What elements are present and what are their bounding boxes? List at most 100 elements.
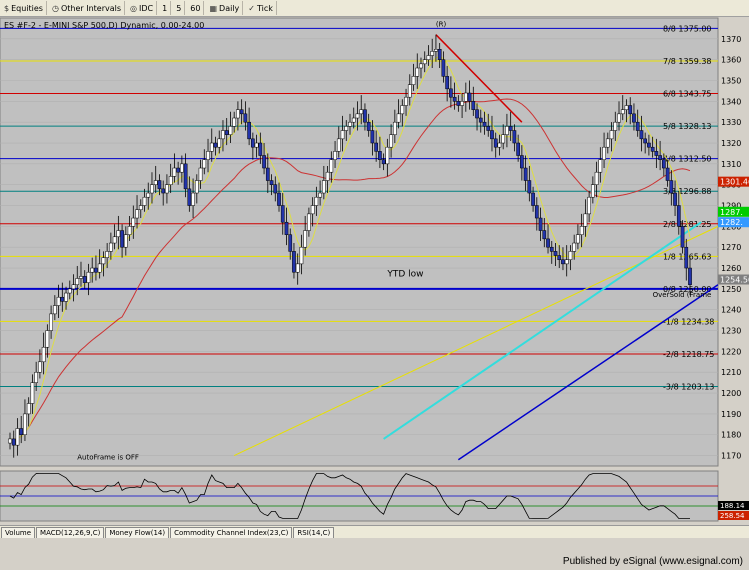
- candle-body: [520, 155, 524, 169]
- candle-body: [310, 205, 315, 215]
- price-chart: 8/8 1375.00 7/8 1359.38 6/8 1343.75 5/8 132…: [0, 17, 749, 529]
- candle-body: [385, 146, 390, 165]
- toolbar-item-0[interactable]: $ Equities: [1, 1, 47, 15]
- candle-body: [56, 296, 61, 306]
- indicator-tab-1[interactable]: MACD(12,26,9,C): [36, 526, 105, 538]
- toolbar-item-5[interactable]: 60: [187, 1, 205, 15]
- price-badge-label: 1287.: [720, 208, 743, 217]
- candle-body: [97, 263, 102, 273]
- murrey-label: 7/8 1359.38: [663, 57, 712, 66]
- candle-body: [90, 267, 95, 273]
- price-badge-label: 1254.50: [720, 276, 749, 285]
- toolbar-item-label: Daily: [219, 3, 240, 13]
- y-tick-label: 1310: [721, 160, 741, 169]
- toolbar-item-7[interactable]: ✓ Tick: [245, 1, 277, 15]
- candle-body: [456, 101, 461, 106]
- indicator-tab-2[interactable]: Money Flow(14): [105, 526, 170, 538]
- candle-body: [471, 101, 476, 110]
- candle-body: [643, 138, 648, 144]
- toolbar-item-label: Equities: [11, 3, 43, 13]
- toolbar-item-label: Other Intervals: [60, 3, 122, 13]
- indicator-tab-3[interactable]: Commodity Channel Index(23,C): [170, 526, 293, 538]
- price-badge: [718, 206, 749, 217]
- y-tick-label: 1250: [721, 285, 741, 294]
- candle-body: [404, 96, 408, 106]
- price-panel: [0, 17, 719, 467]
- candle-body: [538, 217, 543, 231]
- candle-body: [202, 159, 207, 169]
- y-tick-label: 1370: [721, 35, 741, 44]
- candle-body: [60, 296, 65, 302]
- chart-title: ES #F-2 - E-MINI S&P 500,D) Dynamic, 0.0…: [4, 21, 204, 30]
- candle-body: [71, 284, 76, 290]
- candle-body: [568, 251, 573, 260]
- candle-body: [684, 246, 689, 269]
- candle-body: [366, 121, 371, 131]
- toolbar-item-label: 60: [190, 3, 201, 13]
- candle-body: [161, 188, 166, 194]
- candle-body: [639, 130, 644, 140]
- candle-body: [415, 67, 420, 77]
- toolbar: $ Equities ◷ Other Intervals ◎ IDC 1 5 60 ▦ Daily ✓…: [0, 0, 749, 17]
- candle-body: [262, 155, 266, 169]
- candle-body: [49, 313, 53, 331]
- candle-body: [254, 142, 259, 148]
- candle-body: [609, 130, 614, 140]
- candle-body: [374, 142, 379, 152]
- candle-body: [669, 180, 674, 194]
- candle-body: [340, 130, 345, 140]
- candle-body: [523, 167, 528, 181]
- candle-body: [194, 180, 199, 194]
- candle-body: [620, 109, 625, 115]
- indicator-tabs: Volume MACD(12,26,9,C) Money Flow(14) Commo…: [0, 525, 749, 538]
- candle-body: [673, 192, 677, 206]
- trend-line-red: [435, 34, 523, 123]
- price-badge-label: 1301.46: [720, 178, 749, 187]
- candle-body: [363, 109, 367, 123]
- candle-body: [676, 205, 681, 227]
- y-tick-label: 1210: [721, 368, 741, 377]
- candle-body: [221, 130, 225, 140]
- toolbar-item-2[interactable]: ◎ IDC: [127, 1, 158, 15]
- murrey-label: -2/8 1218.75: [663, 350, 714, 359]
- toolbar-item-6[interactable]: ▦ Daily: [206, 1, 244, 15]
- toolbar-item-3[interactable]: 1: [159, 1, 172, 15]
- y-tick-label: 1320: [721, 139, 741, 148]
- candle-body: [292, 251, 296, 273]
- candle-body: [419, 63, 423, 69]
- candle-body: [329, 159, 334, 173]
- candle-body: [41, 346, 46, 363]
- candle-body: [19, 428, 24, 435]
- candle-body: [460, 101, 464, 106]
- candle-body: [116, 230, 121, 238]
- candle-body: [422, 59, 427, 65]
- candle-body: [452, 96, 457, 102]
- candle-body: [333, 151, 337, 160]
- toolbar-item-1[interactable]: ◷ Other Intervals: [49, 1, 126, 15]
- candle-body: [490, 130, 494, 140]
- candle-body: [79, 276, 83, 279]
- candle-body: [284, 221, 289, 235]
- candle-body: [467, 92, 472, 102]
- candle-body: [109, 242, 113, 252]
- toolbar-item-4[interactable]: 5: [173, 1, 186, 15]
- candle-body: [591, 184, 595, 198]
- y-tick-label: 1200: [721, 389, 741, 398]
- candle-body: [273, 184, 278, 194]
- candle-body: [265, 167, 270, 181]
- moving-average-slow: [9, 98, 691, 443]
- y-tick-label: 1350: [721, 77, 741, 86]
- candle-body: [45, 330, 50, 348]
- candle-body: [86, 271, 91, 283]
- candle-body: [688, 267, 692, 285]
- indicator-tab-4[interactable]: RSI(14,C): [293, 526, 335, 538]
- candle-body: [325, 171, 330, 181]
- indicator-tab-0[interactable]: Volume: [1, 526, 36, 538]
- candle-body: [576, 234, 580, 244]
- candle-body: [213, 142, 218, 148]
- dollar-icon: $: [4, 3, 10, 13]
- candle-body: [176, 167, 180, 173]
- candle-body: [138, 205, 143, 210]
- candle-body: [430, 51, 435, 56]
- candle-body: [647, 142, 651, 148]
